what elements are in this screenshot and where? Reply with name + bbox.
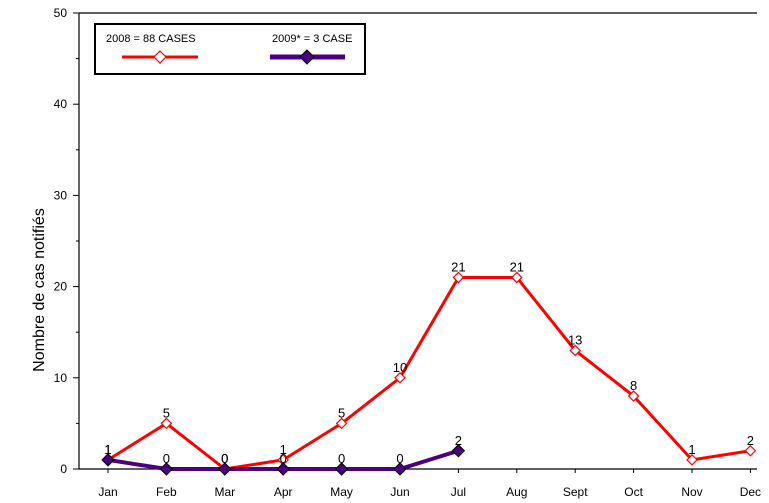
data-label: 0 bbox=[221, 451, 228, 466]
legend: 2008 = 88 CASES 2009* = 3 CASE bbox=[94, 23, 366, 75]
data-point bbox=[452, 271, 465, 284]
x-tick-label: Sept bbox=[563, 485, 588, 499]
data-point bbox=[218, 462, 232, 476]
data-label: 2 bbox=[455, 433, 462, 448]
data-label: 21 bbox=[451, 259, 465, 274]
data-point bbox=[101, 453, 115, 467]
data-point bbox=[744, 444, 757, 457]
data-label: 8 bbox=[630, 378, 637, 393]
data-label: 1 bbox=[280, 442, 287, 457]
data-label: 5 bbox=[163, 405, 170, 420]
data-point bbox=[394, 371, 406, 384]
data-point bbox=[334, 462, 349, 476]
data-label: 10 bbox=[393, 360, 407, 375]
legend-label-2009: 2009* = 3 CASE bbox=[272, 33, 352, 45]
data-label: 1 bbox=[104, 442, 111, 457]
data-label: 2 bbox=[747, 433, 754, 448]
y-tick-label: 0 bbox=[60, 462, 67, 476]
x-tick-label: Apr bbox=[274, 485, 293, 499]
data-point bbox=[686, 454, 698, 466]
x-tick-label: Jun bbox=[390, 485, 409, 499]
y-tick-label: 20 bbox=[54, 280, 68, 294]
x-tick-label: Jan bbox=[98, 485, 117, 499]
legend-marker-2009 bbox=[299, 49, 315, 65]
data-point bbox=[510, 271, 523, 284]
data-point bbox=[451, 444, 466, 458]
y-tick-label: 50 bbox=[54, 6, 68, 20]
legend-marker-2008 bbox=[153, 50, 167, 64]
data-label: 0 bbox=[280, 451, 287, 466]
data-label: 21 bbox=[510, 259, 524, 274]
y-axis-label: Nombre de cas notifiés bbox=[31, 208, 48, 372]
data-label: 13 bbox=[568, 332, 582, 347]
data-point bbox=[569, 344, 582, 357]
data-point bbox=[335, 417, 348, 430]
data-point bbox=[627, 390, 640, 402]
y-tick-label: 40 bbox=[54, 97, 68, 111]
x-tick-label: Nov bbox=[681, 485, 702, 499]
data-label: 1 bbox=[104, 442, 111, 457]
x-tick-label: Dec bbox=[740, 485, 761, 499]
x-tick-label: Aug bbox=[506, 485, 527, 499]
data-label: 1 bbox=[688, 442, 695, 457]
data-label: 0 bbox=[221, 451, 228, 466]
y-tick-labels: 0 10 20 30 40 50 bbox=[54, 6, 79, 476]
data-label: 0 bbox=[396, 451, 403, 466]
legend-label-2008: 2008 = 88 CASES bbox=[106, 33, 196, 45]
series-line bbox=[107, 275, 751, 471]
data-point bbox=[160, 417, 173, 430]
x-tick-label: Mar bbox=[214, 485, 235, 499]
data-label: 5 bbox=[338, 405, 345, 420]
x-tick-label: Jul bbox=[451, 485, 466, 499]
data-point bbox=[393, 462, 407, 476]
x-tick-labels: Jan Feb Mar Apr May Jun Jul Aug Sept Oct Nov Dec bbox=[98, 469, 761, 499]
data-point bbox=[159, 462, 174, 476]
axes bbox=[78, 12, 757, 470]
y-tick-label: 10 bbox=[54, 371, 68, 385]
series-1: 10 0 0 0 02 bbox=[101, 433, 466, 476]
data-point bbox=[276, 462, 290, 476]
legend-box bbox=[94, 23, 366, 75]
x-tick-label: Oct bbox=[624, 485, 643, 499]
y-tick-label: 30 bbox=[54, 188, 68, 202]
data-label: 0 bbox=[338, 451, 345, 466]
x-tick-label: May bbox=[330, 485, 353, 499]
x-tick-label: Feb bbox=[156, 485, 177, 499]
data-label: 0 bbox=[163, 451, 170, 466]
